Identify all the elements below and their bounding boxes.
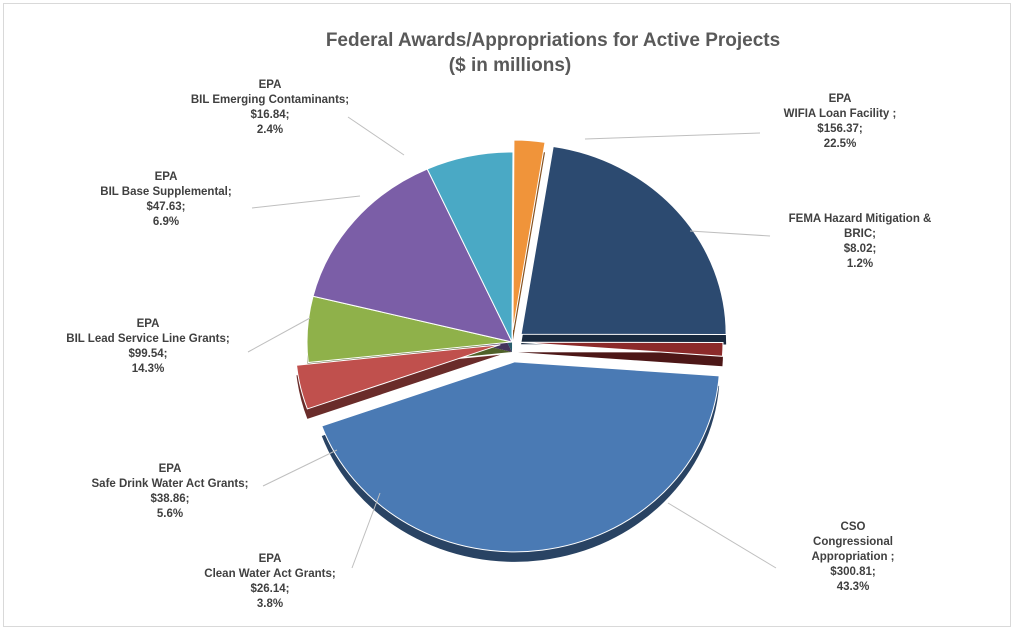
leader-line-wifia [584,132,761,140]
slice-label-line: 3.8% [257,598,283,610]
slice-label-emerging: EPA BIL Emerging Contaminants; $16.84; 2.4% [191,79,349,136]
leader-line-emerging [347,116,405,156]
slice-emerging [512,139,546,331]
slice-labels: EPA WIFIA Loan Facility ; $156.37; 22.5% FEM… [66,79,931,610]
pie-slices [295,139,727,562]
slice-label-line: BRIC; [844,228,876,240]
slice-label-line: BIL Emerging Contaminants; [191,94,349,106]
slice-label-line: 5.6% [157,508,183,520]
slice-label-line: CSO [841,521,866,533]
slice-label-line: 43.3% [837,581,870,593]
slice-label-line: $38.86; [150,493,189,505]
slice-cwa [295,344,501,410]
slice-label-line: $8.02; [844,243,877,255]
leader-line-fema [689,230,771,237]
slice-label-line: EPA [829,93,852,105]
slice-label-line: Congressional [813,536,893,548]
slice-label-line: BIL Base Supplemental; [100,186,231,198]
slice-base [426,151,514,343]
leader-line-lead [247,317,311,353]
slice-label-wifia: EPA WIFIA Loan Facility ; $156.37; 22.5% [784,93,897,150]
slice-label-base: EPA BIL Base Supplemental; $47.63; 6.9% [100,171,231,228]
slice-label-line: EPA [137,318,160,330]
slice-label-line: FEMA Hazard Mitigation & [789,213,932,225]
slice-depth-fema [517,352,723,367]
slice-label-line: EPA [159,463,182,475]
slice-fema [517,341,724,357]
slice-label-cso: CSO Congressional Appropriation ; $300.81; 4… [811,521,894,593]
slice-label-lead: EPA BIL Lead Service Line Grants; $99.54; 1… [66,318,229,375]
slice-label-line: Appropriation ; [811,551,894,563]
slice-cso [321,361,720,553]
chart-title: Federal Awards/Appropriations for Active… [326,30,780,51]
leader-line-cso [667,502,777,569]
leader-line-cwa [351,492,381,569]
slice-label-line: $47.63; [146,201,185,213]
leader-line-sdwa [262,449,338,487]
slice-label-line: Clean Water Act Grants; [204,568,335,580]
slice-label-line: $16.84; [250,109,289,121]
slice-label-fema: FEMA Hazard Mitigation & BRIC; $8.02; 1.2% [789,213,932,270]
slice-label-line: 22.5% [824,138,857,150]
slice-label-line: WIFIA Loan Facility ; [784,108,897,120]
slice-label-line: 6.9% [153,216,179,228]
slice-label-line: EPA [155,171,178,183]
slice-label-line: $300.81; [830,566,875,578]
slice-label-line: $156.37; [817,123,862,135]
slice-label-line: $99.54; [128,348,167,360]
slice-wifia [520,145,727,336]
slice-label-line: 1.2% [847,258,873,270]
slice-label-line: 14.3% [132,363,165,375]
slice-label-sdwa: EPA Safe Drink Water Act Grants; $38.86; 5.… [92,463,249,520]
slice-label-line: $26.14; [250,583,289,595]
slice-label-line: EPA [259,79,282,91]
chart-subtitle: ($ in millions) [449,55,571,76]
slice-lead [312,168,513,343]
slice-label-line: EPA [259,553,282,565]
slice-label-cwa: EPA Clean Water Act Grants; $26.14; 3.8% [204,553,335,610]
slice-label-line: 2.4% [257,124,283,136]
slice-label-line: BIL Lead Service Line Grants; [66,333,229,345]
leader-line-base [251,195,361,209]
slice-label-line: Safe Drink Water Act Grants; [92,478,249,490]
